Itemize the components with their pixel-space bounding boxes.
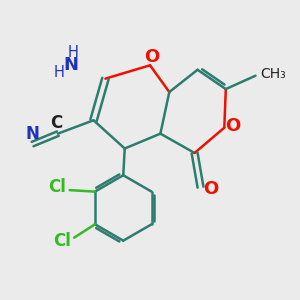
Text: N: N	[26, 125, 40, 143]
Text: H: H	[53, 65, 64, 80]
Text: C: C	[50, 114, 62, 132]
Text: Cl: Cl	[53, 232, 71, 250]
Text: Cl: Cl	[48, 178, 66, 196]
Text: CH₃: CH₃	[260, 67, 286, 81]
Text: H: H	[67, 45, 78, 60]
Text: O: O	[144, 48, 159, 66]
Text: O: O	[203, 180, 219, 198]
Text: N: N	[64, 56, 79, 74]
Text: O: O	[226, 117, 241, 135]
